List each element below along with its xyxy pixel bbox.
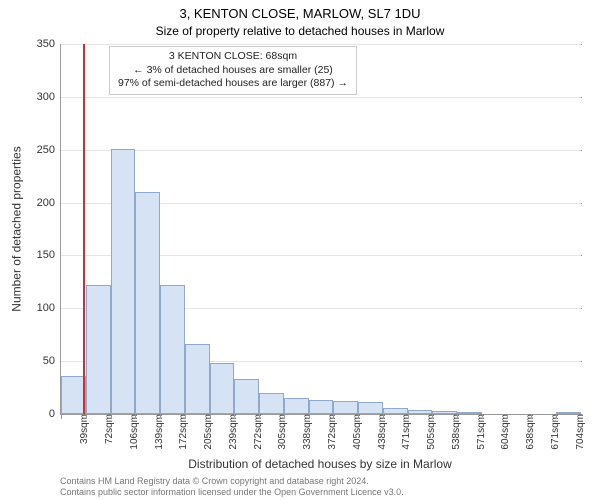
chart-subtitle: Size of property relative to detached ho… [0,24,600,38]
x-tick-mark [160,414,161,419]
histogram-bar [135,192,160,414]
x-tick-label: 638sqm [519,414,536,450]
x-tick-label: 272sqm [247,414,264,450]
x-tick-label: 205sqm [197,414,214,450]
grid-line [61,97,581,98]
y-tick-label: 100 [37,302,61,314]
y-axis-label-text: Number of detached properties [10,146,24,311]
histogram-bar [408,410,433,414]
x-tick-label: 305sqm [271,414,288,450]
histogram-bar [86,285,111,414]
histogram-bar [432,411,457,414]
x-tick-mark [111,414,112,419]
y-tick-label: 200 [37,197,61,209]
x-tick-mark [210,414,211,419]
x-tick-label: 671sqm [544,414,561,450]
x-tick-mark [284,414,285,419]
x-tick-mark [333,414,334,419]
histogram-bar [284,398,309,414]
x-tick-label: 538sqm [445,414,462,450]
histogram-bar [457,412,482,414]
x-tick-mark [358,414,359,419]
x-tick-mark [556,414,557,419]
infobox-line3: 97% of semi-detached houses are larger (… [118,77,348,91]
histogram-bar [185,344,210,414]
infobox-line2: ← 3% of detached houses are smaller (25) [118,64,348,78]
y-tick-label: 250 [37,144,61,156]
x-tick-label: 571sqm [470,414,487,450]
x-tick-mark [432,414,433,419]
infobox-line1: 3 KENTON CLOSE: 68sqm [118,50,348,64]
x-tick-mark [309,414,310,419]
chart-footer: Contains HM Land Registry data © Crown c… [60,476,404,498]
x-tick-label: 338sqm [296,414,313,450]
x-tick-mark [259,414,260,419]
x-tick-mark [507,414,508,419]
property-size-chart: 3, KENTON CLOSE, MARLOW, SL7 1DU Size of… [0,0,600,500]
histogram-bar [160,285,185,414]
x-tick-label: 172sqm [172,414,189,450]
x-tick-label: 438sqm [371,414,388,450]
x-tick-label: 604sqm [494,414,511,450]
histogram-bar [358,402,383,414]
x-tick-label: 72sqm [98,414,115,444]
x-tick-label: 39sqm [73,414,90,444]
x-tick-label: 139sqm [148,414,165,450]
x-tick-mark [61,414,62,419]
x-tick-label: 471sqm [395,414,412,450]
x-tick-mark [408,414,409,419]
y-tick-label: 300 [37,91,61,103]
x-tick-mark [482,414,483,419]
y-axis-label: Number of detached properties [10,44,24,414]
footer-line1: Contains HM Land Registry data © Crown c… [60,476,404,487]
x-tick-mark [185,414,186,419]
histogram-bar [111,149,136,414]
y-tick-label: 0 [49,408,61,420]
x-tick-mark [457,414,458,419]
x-tick-mark [531,414,532,419]
plot-area: 3 KENTON CLOSE: 68sqm ← 3% of detached h… [60,44,581,415]
y-tick-label: 150 [37,249,61,261]
x-tick-mark [234,414,235,419]
reference-line [83,44,85,414]
x-tick-mark [383,414,384,419]
x-tick-label: 239sqm [222,414,239,450]
y-tick-label: 50 [43,355,61,367]
x-axis-label: Distribution of detached houses by size … [60,457,580,471]
x-tick-label: 704sqm [569,414,586,450]
histogram-bar [556,412,581,414]
histogram-bar [259,393,284,414]
histogram-bar [333,401,358,414]
footer-line2: Contains public sector information licen… [60,487,404,498]
y-tick-label: 350 [37,38,61,50]
x-tick-label: 106sqm [123,414,140,450]
histogram-bar [234,379,259,414]
infobox: 3 KENTON CLOSE: 68sqm ← 3% of detached h… [109,46,357,95]
x-tick-label: 405sqm [346,414,363,450]
histogram-bar [383,408,408,414]
x-tick-mark [86,414,87,419]
x-tick-mark [135,414,136,419]
histogram-bar [210,363,235,414]
grid-line [61,150,581,151]
histogram-bar [309,400,334,414]
x-tick-label: 505sqm [420,414,437,450]
grid-line [61,44,581,45]
x-tick-label: 372sqm [321,414,338,450]
chart-title: 3, KENTON CLOSE, MARLOW, SL7 1DU [0,6,600,21]
